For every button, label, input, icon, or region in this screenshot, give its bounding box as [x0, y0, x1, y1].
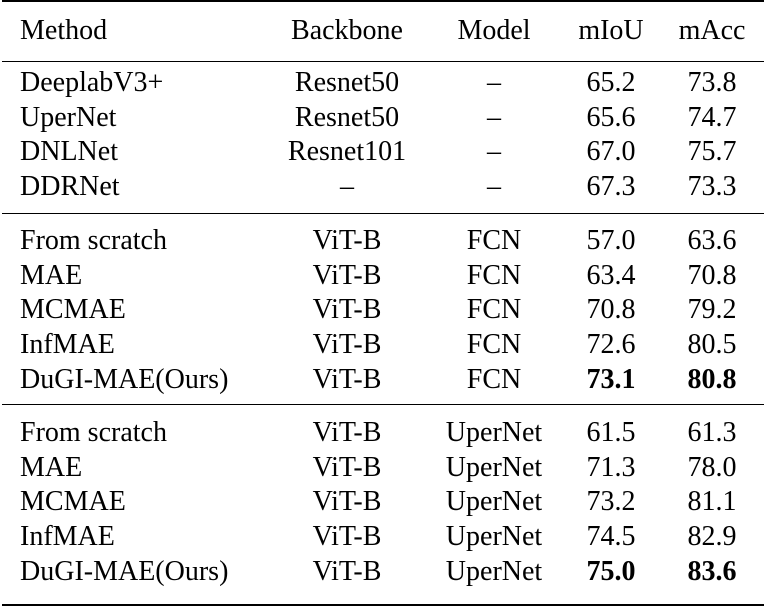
cell-miou: 67.3 — [586, 171, 636, 203]
table-row: DeeplabV3+ Resnet50 – 65.2 73.8 — [0, 66, 768, 100]
cell-model: – — [487, 101, 501, 133]
table-row: From scratch ViT-B UperNet 61.5 61.3 — [0, 416, 768, 450]
group-separator-rule — [2, 404, 764, 405]
cell-model: UperNet — [445, 521, 543, 553]
cell-method: MAE — [20, 451, 83, 483]
cell-backbone: – — [340, 171, 354, 203]
cell-model: – — [487, 171, 501, 203]
cell-macc: 81.1 — [687, 486, 737, 518]
cell-macc: 80.5 — [687, 329, 737, 361]
cell-backbone: ViT-B — [312, 417, 382, 448]
cell-method: From scratch — [20, 417, 167, 448]
cell-model: UperNet — [445, 417, 543, 448]
table-row: DDRNet – – 67.3 73.3 — [0, 170, 768, 204]
table-row: MAE ViT-B UperNet 71.3 78.0 — [0, 451, 768, 485]
cell-method: From scratch — [20, 225, 167, 256]
table-header-row: Method Backbone Model mIoU mAcc — [0, 14, 768, 48]
cell-model: FCN — [466, 363, 522, 395]
cell-method: DuGI-MAE(Ours) — [20, 555, 229, 587]
cell-method: UperNet — [20, 101, 117, 133]
cell-macc: 74.7 — [687, 101, 737, 133]
cell-backbone: ViT-B — [312, 486, 382, 518]
cell-model: FCN — [466, 225, 522, 256]
cell-backbone: ViT-B — [312, 259, 382, 291]
cell-miou: 74.5 — [586, 521, 636, 553]
cell-miou: 72.6 — [586, 329, 636, 361]
table-row: UperNet Resnet50 – 65.6 74.7 — [0, 101, 768, 135]
cell-model: – — [487, 67, 501, 98]
table-row: MAE ViT-B FCN 63.4 70.8 — [0, 259, 768, 293]
cell-method: InfMAE — [20, 329, 115, 361]
table-row: MCMAE ViT-B FCN 70.8 79.2 — [0, 293, 768, 327]
cell-backbone: ViT-B — [312, 363, 382, 395]
cell-backbone: ViT-B — [312, 451, 382, 483]
cell-miou: 75.0 — [586, 555, 636, 587]
cell-macc: 82.9 — [687, 521, 737, 553]
table-row: MCMAE ViT-B UperNet 73.2 81.1 — [0, 485, 768, 519]
header-backbone: Backbone — [291, 15, 403, 46]
table-row: DuGI-MAE(Ours) ViT-B UperNet 75.0 83.6 — [0, 555, 768, 589]
cell-backbone: ViT-B — [312, 329, 382, 361]
cell-miou: 65.6 — [586, 101, 636, 133]
cell-model: UperNet — [445, 555, 543, 587]
cell-model: FCN — [466, 329, 522, 361]
cell-miou: 65.2 — [586, 67, 636, 98]
cell-model: – — [487, 136, 501, 168]
cell-miou: 73.1 — [586, 363, 636, 395]
cell-macc: 80.8 — [687, 363, 737, 395]
header-macc: mAcc — [678, 15, 746, 46]
cell-backbone: Resnet50 — [294, 101, 400, 133]
table-row: DNLNet Resnet101 – 67.0 75.7 — [0, 135, 768, 169]
top-rule — [2, 0, 764, 2]
cell-method: InfMAE — [20, 521, 115, 553]
cell-miou: 57.0 — [586, 225, 636, 256]
cell-macc: 63.6 — [687, 225, 737, 256]
table-row: InfMAE ViT-B UperNet 74.5 82.9 — [0, 520, 768, 554]
cell-macc: 61.3 — [687, 417, 737, 448]
cell-backbone: ViT-B — [312, 555, 382, 587]
cell-miou: 67.0 — [586, 136, 636, 168]
header-method: Method — [20, 15, 108, 46]
cell-macc: 83.6 — [687, 555, 737, 587]
cell-method: DDRNet — [20, 171, 120, 203]
table-row: DuGI-MAE(Ours) ViT-B FCN 73.1 80.8 — [0, 363, 768, 397]
header-model: Model — [457, 15, 531, 46]
table-row: From scratch ViT-B FCN 57.0 63.6 — [0, 224, 768, 258]
cell-macc: 75.7 — [687, 136, 737, 168]
header-miou: mIoU — [578, 15, 644, 46]
cell-macc: 78.0 — [687, 451, 737, 483]
cell-method: DuGI-MAE(Ours) — [20, 363, 229, 395]
cell-miou: 73.2 — [586, 486, 636, 518]
cell-backbone: ViT-B — [312, 294, 382, 326]
cell-macc: 73.3 — [687, 171, 737, 203]
cell-macc: 79.2 — [687, 294, 737, 326]
cell-backbone: ViT-B — [312, 521, 382, 553]
cell-method: DeeplabV3+ — [20, 67, 164, 98]
cell-macc: 70.8 — [687, 259, 737, 291]
cell-miou: 61.5 — [586, 417, 636, 448]
cell-backbone: Resnet50 — [294, 67, 400, 98]
cell-model: FCN — [466, 259, 522, 291]
cell-model: FCN — [466, 294, 522, 326]
cell-model: UperNet — [445, 451, 543, 483]
group-separator-rule — [2, 213, 764, 214]
cell-backbone: Resnet101 — [287, 136, 407, 168]
cell-backbone: ViT-B — [312, 225, 382, 256]
cell-model: UperNet — [445, 486, 543, 518]
cell-method: MCMAE — [20, 486, 126, 518]
cell-miou: 71.3 — [586, 451, 636, 483]
cell-method: DNLNet — [20, 136, 118, 168]
header-rule — [2, 61, 764, 62]
cell-method: MCMAE — [20, 294, 126, 326]
cell-method: MAE — [20, 259, 83, 291]
cell-miou: 70.8 — [586, 294, 636, 326]
bottom-rule — [2, 604, 764, 606]
table-row: InfMAE ViT-B FCN 72.6 80.5 — [0, 328, 768, 362]
cell-miou: 63.4 — [586, 259, 636, 291]
cell-macc: 73.8 — [687, 67, 737, 98]
